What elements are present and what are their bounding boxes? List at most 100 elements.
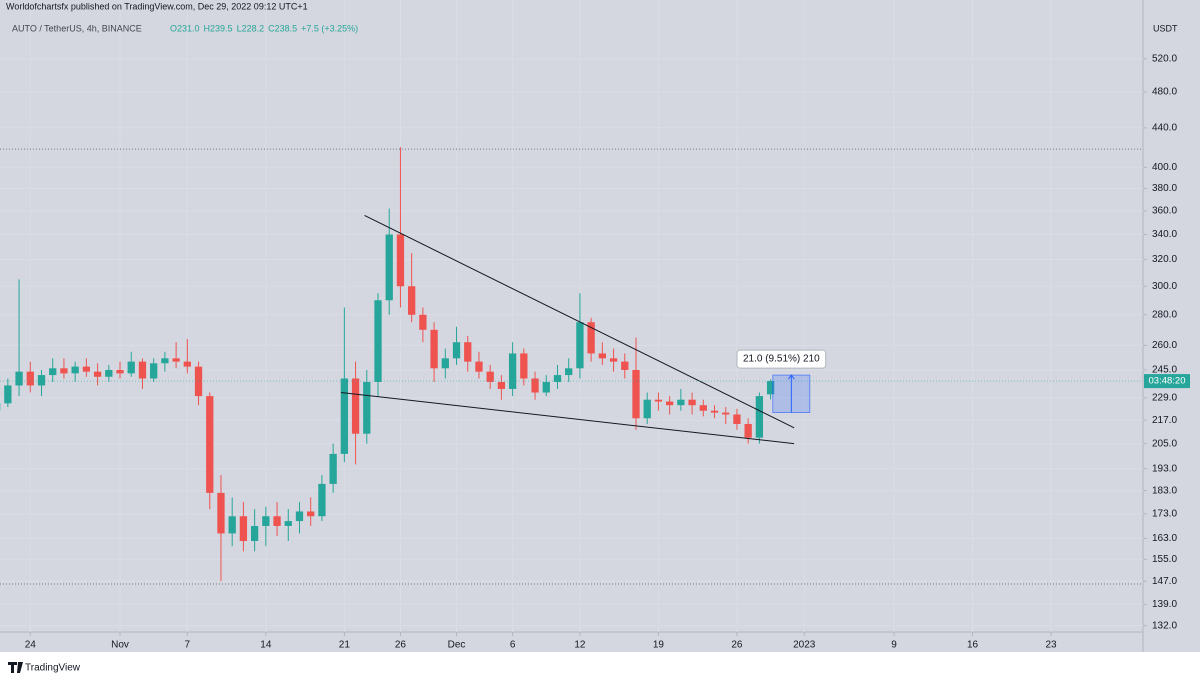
marks [0,147,1143,585]
candle-body [15,371,23,386]
candle-body [666,401,674,406]
plot-background [0,0,1143,652]
labels: 520.0 480.0 440.0 400.0 380.0 360.0 340.0 320.0… [25,53,1190,651]
measure-arrow [787,374,795,413]
candle-body [733,414,741,424]
y-tick-label: 205.0 [1152,438,1177,449]
candle-body [587,322,595,354]
y-tick-label: 193.0 [1152,463,1177,474]
x-tick-label: Nov [111,640,129,651]
candle-body [183,361,191,367]
x-tick-label: 23 [1045,640,1057,651]
candle-body [71,366,79,374]
x-tick-label: 2023 [793,640,816,651]
y-tick-label: 480.0 [1152,87,1177,98]
x-tick-label: 12 [574,640,586,651]
candle-body [688,399,696,406]
candle-body [49,368,57,376]
x-tick-label: 9 [891,640,897,651]
y-tick-label: 400.0 [1152,162,1177,173]
x-tick-label: 7 [185,640,191,651]
candle-body [520,353,528,379]
candle-body [475,361,483,372]
candle-body [363,381,371,434]
y-tick-label: 320.0 [1152,254,1177,265]
candle-body [228,516,236,534]
x-tick-label: 26 [395,640,407,651]
footer-logo-icon [8,662,23,673]
x-tick-label: 16 [967,640,979,651]
trendline [340,392,795,445]
y-tick-label: 229.0 [1152,393,1177,404]
x-tick-label: 21 [339,640,351,651]
y-tick-label: 260.0 [1152,340,1177,351]
candle-body [452,342,461,359]
candle-body [138,361,147,379]
candle-body [340,378,349,454]
candle-body [318,483,326,517]
y-tick-label: 173.0 [1152,508,1177,519]
candle-body [262,516,270,526]
ohlc-value: +7.5 (+3.25%) [301,23,358,33]
y-tick-label: 132.0 [1152,620,1177,631]
y-tick-label: 217.0 [1152,415,1177,426]
candle-body [172,358,180,362]
price-axis-background [1143,0,1200,652]
candle-body [93,371,102,377]
measure-label: 21.0 (9.51%) 210 [743,354,820,365]
y-tick-label: 183.0 [1152,485,1177,496]
candle-body [621,361,629,370]
candle-body [766,381,775,395]
candle-body [273,516,281,526]
candle-body [284,521,292,526]
candle-body [542,381,550,393]
x-tick-label: 19 [653,640,665,651]
candle-body [60,368,68,374]
ohlc-value: C238.5 [268,23,297,33]
currency: USDT [1153,23,1178,33]
countdown-box [1144,374,1190,389]
candle-body [4,385,12,404]
y-tick-label: 360.0 [1152,205,1177,216]
footer [0,652,1200,680]
candle-body [531,378,539,393]
candle-body [206,396,214,493]
publisher: Worldofchartsfx published on TradingView… [6,1,308,11]
candle-body [553,375,562,382]
candle-body [37,375,46,386]
candle-body [598,353,606,359]
countdown: 03:48:20 [1149,376,1186,387]
candle-body [497,381,506,389]
y-tick-label: 245.0 [1152,365,1177,376]
candle-body [351,378,360,434]
y-tick-label: 300.0 [1152,281,1177,292]
candle-body [385,234,393,301]
y-tick-label: 163.0 [1152,533,1177,544]
candle-body [609,358,618,362]
y-tick-label: 280.0 [1152,309,1177,320]
candle-body [722,412,730,415]
ohlc-value: L228.2 [237,23,265,33]
ohlc-value: H239.5 [204,23,233,33]
x-tick-label: Dec [448,640,466,651]
ohlc: O231.0 H239.5 L228.2 C238.5 +7.5 (+3.25%) [170,23,358,33]
candle-body [250,525,259,542]
x-tick-label: 6 [510,640,516,651]
symbol: AUTO / TetherUS, 4h, BINANCE [12,23,142,33]
y-tick-label: 340.0 [1152,229,1177,240]
candle-body [744,423,752,438]
candle-body [677,399,685,406]
y-tick-label: 147.0 [1152,576,1177,587]
x-tick-label: 14 [260,640,272,651]
candle-body [396,234,405,287]
candle-body [441,358,449,369]
y-tick-label: 139.0 [1152,599,1177,610]
y-tick-label: 520.0 [1152,53,1177,64]
y-tick-label: 380.0 [1152,183,1177,194]
candle-body [239,516,248,542]
candle-body [374,300,382,382]
candle-body [82,366,91,372]
candle-body [295,511,304,522]
